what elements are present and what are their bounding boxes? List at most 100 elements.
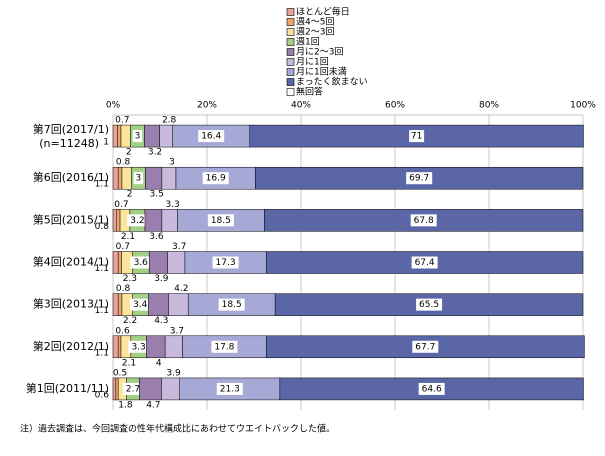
data-label: 3.2 [130,216,144,226]
data-label: 2.8 [162,116,177,126]
data-label: 1 [103,138,109,148]
bar-segment [116,209,121,232]
bar-segment [161,377,180,401]
data-label: 0.7 [116,242,130,252]
legend-swatch [286,28,295,36]
data-label: 0.6 [115,326,130,336]
legend-label: 月に2～3回 [296,47,343,58]
data-label: 3.3 [165,200,179,210]
label-box [416,298,443,311]
legend-swatch [286,78,295,86]
sample-note: (n=11248) [39,137,99,150]
bar-segment [117,166,123,190]
category-label: 第2回(2012/1) [33,339,109,353]
category-label: 第7回(2017/1) [33,122,109,136]
data-label: 18.5 [222,300,242,310]
data-label: 2 [127,190,133,200]
data-label: 4.7 [146,400,160,410]
bar-segment [161,166,177,190]
label-box [211,340,238,353]
x-tick-label: 100% [570,101,596,111]
data-label: 4.3 [154,316,168,326]
data-label: 69.7 [409,174,429,184]
label-box [127,214,148,227]
legend-swatch [286,58,295,66]
data-label: 0.5 [113,368,127,378]
bar-segment [144,209,163,232]
data-label: 3.6 [134,258,149,268]
data-label: 3 [169,158,175,168]
data-label: 67.8 [414,216,434,226]
data-label: 0.7 [115,116,129,126]
data-label: 3 [136,174,142,184]
bar-segment [161,209,178,232]
bar-segment [112,335,119,359]
data-label: 67.4 [415,258,435,268]
data-label: 0.8 [95,222,110,232]
data-label: 1.1 [95,180,109,190]
bar-segment [148,251,168,274]
category-label: 第5回(2015/1) [33,212,109,226]
data-label: 2 [126,148,132,158]
category-label: 第6回(2016/1) [33,170,109,184]
data-label: 1.1 [95,348,109,358]
legend-swatch [286,68,295,76]
label-box [412,340,439,353]
data-label: 17.3 [216,258,236,268]
legend-swatch [286,18,295,26]
bar-segment [117,124,122,148]
label-box [133,172,144,185]
data-label: 1.1 [95,306,109,316]
label-box [198,130,225,143]
bar-segment [167,251,186,274]
label-box [406,172,433,185]
data-label: 18.5 [211,216,231,226]
data-label: 0.6 [95,390,110,400]
bar-segment [139,377,162,401]
bar-segment [117,293,123,316]
footnote: 注）過去調査は、今回調査の性年代構成比にあわせてウエイトバックした値。 [20,423,335,435]
data-label: 3.3 [131,342,145,352]
bar-segment [112,209,118,232]
legend-swatch [286,38,295,46]
legend-label: 週4～5回 [296,17,334,28]
category-label: 第3回(2013/1) [33,297,109,311]
bar-segment [117,335,122,359]
data-label: 2.7 [126,384,140,394]
data-label: 2.2 [123,316,137,326]
data-label: 0.7 [114,200,128,210]
bar-segment [112,166,119,190]
label-box [418,382,445,395]
bar-segment [144,124,160,148]
data-label: 71 [411,132,422,142]
x-tick-label: 60% [385,101,405,111]
data-label: 21.3 [220,384,240,394]
bar-segment [121,166,132,190]
data-label: 4 [156,358,162,368]
category-label: 第1回(2011/11) [26,381,109,395]
data-label: 3.7 [170,326,184,336]
legend-label: 月に1回 [296,57,329,68]
label-box [216,382,243,395]
bar-segment [115,377,119,401]
legend-label: 月に1回未満 [296,66,347,78]
label-box [128,340,149,353]
data-label: 3.4 [133,300,148,310]
data-label: 2.1 [122,358,136,368]
bar-segment [112,124,118,148]
bar-segment [112,293,119,316]
legend-swatch [286,88,295,96]
x-tick-label: 20% [197,101,217,111]
bar-segment [145,166,163,190]
bar-segment [112,377,117,401]
label-box [411,256,438,269]
label-box [212,256,239,269]
label-box [409,130,425,143]
data-label: 3 [135,132,141,142]
label-box [207,214,234,227]
label-box [130,298,151,311]
data-label: 1.1 [95,264,109,274]
bar-segment [112,251,119,274]
data-label: 4.2 [174,284,188,294]
legend-swatch [286,48,295,56]
